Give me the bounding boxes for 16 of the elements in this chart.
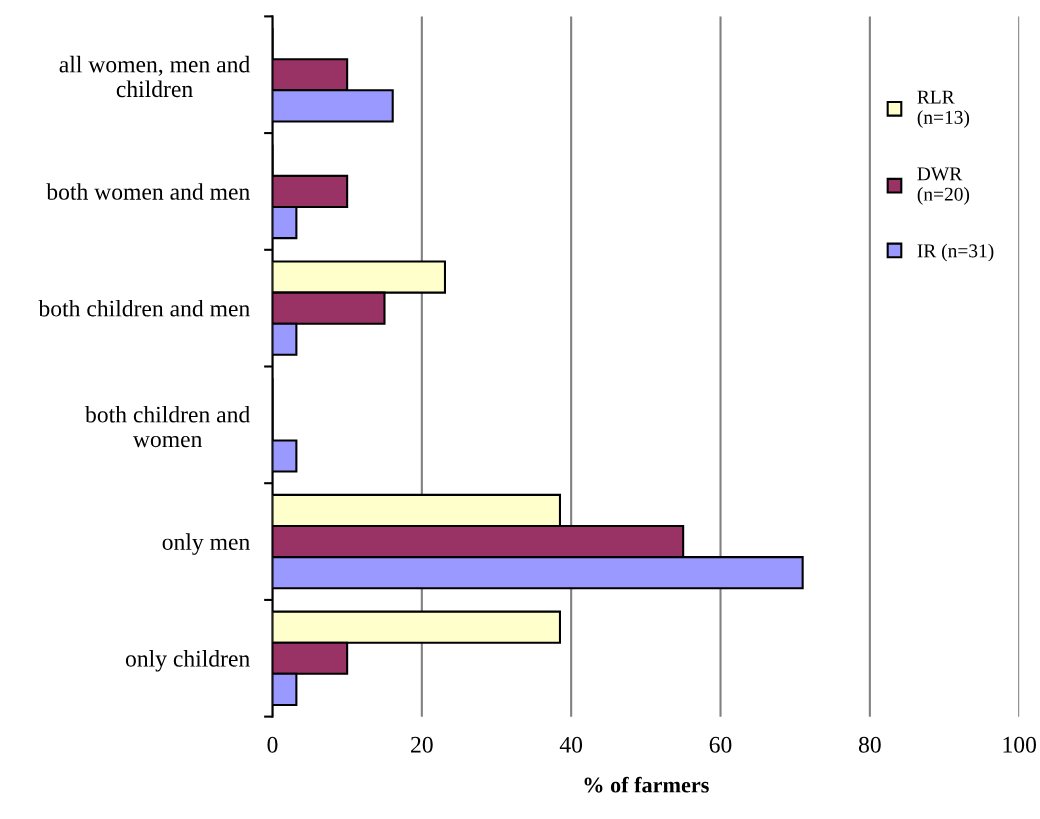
y-tick-label: both women and men	[46, 183, 250, 200]
x-tick-label: 40	[559, 736, 583, 753]
x-tick-label: 80	[858, 736, 881, 753]
y-tick-label: both children and women	[85, 405, 250, 448]
y-tick-label: only children	[125, 650, 250, 672]
x-tick-label: 60	[709, 736, 732, 753]
y-tick-label: both children and men	[38, 299, 250, 317]
x-axis-title: % of farmers	[584, 776, 709, 793]
y-tick-label: only men	[162, 533, 250, 555]
x-tick-label: 20	[411, 736, 433, 753]
x-tick-label: 0	[267, 736, 278, 753]
y-tick-label: all women, men and children	[59, 55, 250, 98]
legend-label: RLR (n=13)	[917, 90, 970, 128]
x-tick-label: 100	[1003, 736, 1037, 753]
legend-label: IR (n=31)	[917, 243, 994, 262]
legend-label: DWR (n=20)	[917, 167, 970, 205]
